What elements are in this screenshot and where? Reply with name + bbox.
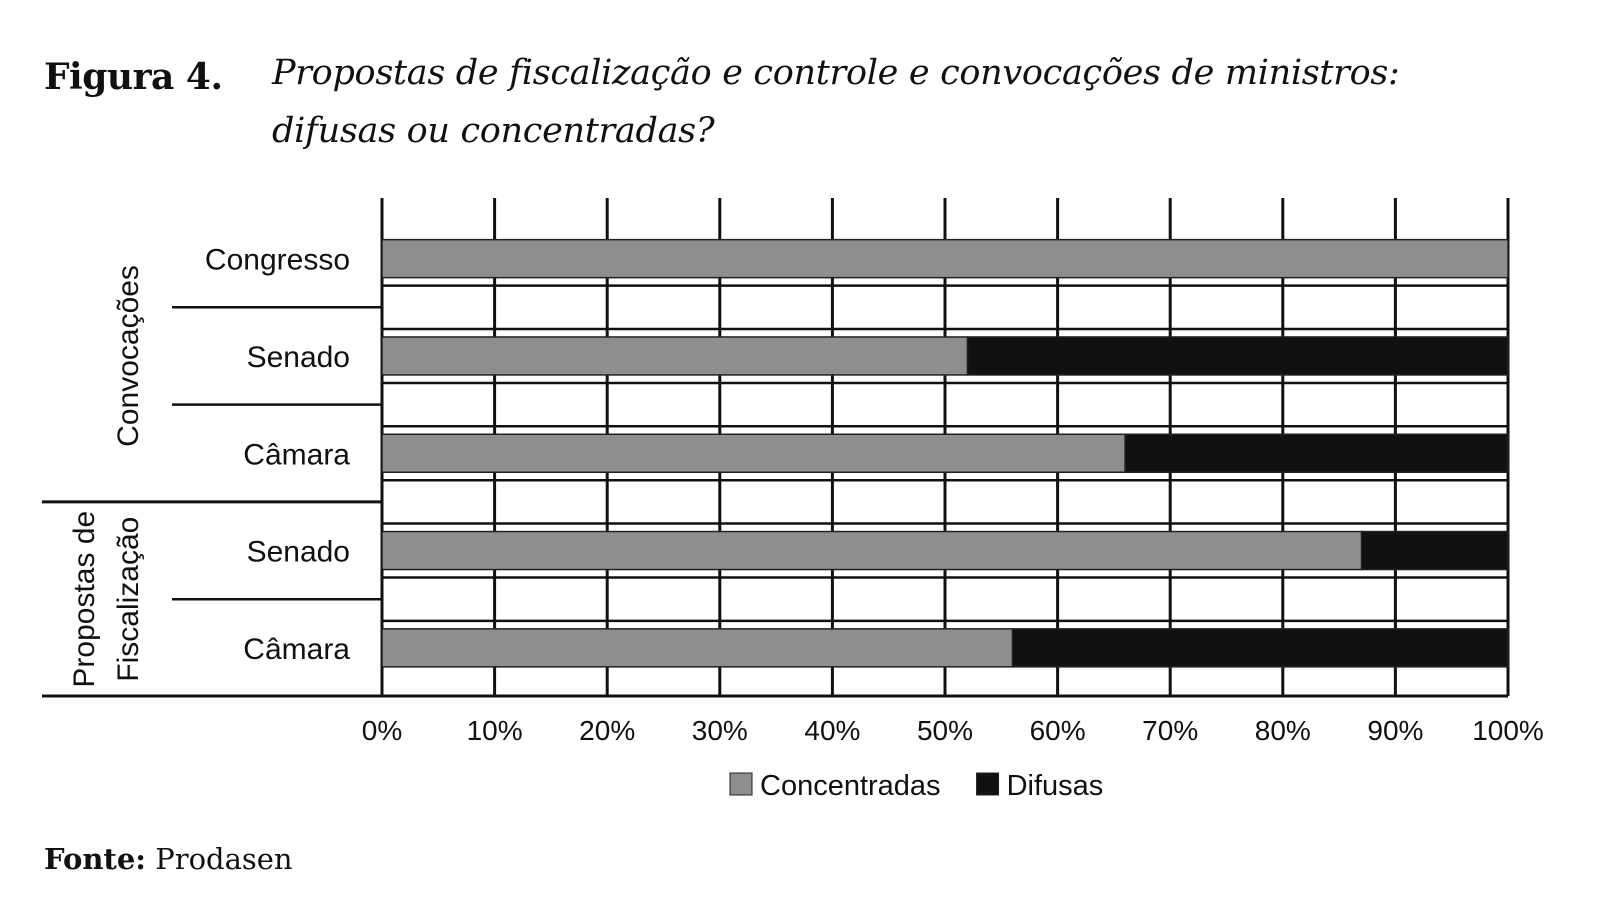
chart-legend: Concentradas Difusas — [729, 770, 1104, 802]
bar-segment-concentradas — [381, 530, 1363, 571]
figure-title-line-1: Propostas de fiscalização e controle e c… — [272, 53, 1400, 93]
figure-title: Propostas de fiscalização e controle e c… — [272, 44, 1452, 160]
bar-segment-difusas — [966, 336, 1509, 376]
legend-swatch-difusas — [976, 772, 1000, 796]
x-tick-label: 10% — [467, 715, 523, 746]
category-label: Senado — [247, 536, 350, 569]
legend-swatch-concentradas — [729, 772, 753, 796]
x-tick-label: 50% — [917, 715, 973, 746]
x-tick-label: 60% — [1030, 715, 1086, 746]
legend-label-concentradas: Concentradas — [760, 770, 941, 802]
chart-bars — [381, 238, 1509, 668]
category-label: Câmara — [243, 633, 350, 666]
x-tick-label: 80% — [1255, 715, 1311, 746]
x-tick-label: 20% — [579, 715, 635, 746]
category-label: Senado — [247, 341, 350, 374]
category-label: Congresso — [205, 244, 350, 277]
bar-segment-concentradas — [381, 336, 969, 376]
x-tick-label: 40% — [804, 715, 860, 746]
legend-label-difusas: Difusas — [1007, 770, 1104, 802]
bar-segment-concentradas — [381, 433, 1126, 473]
x-tick-label: 30% — [692, 715, 748, 746]
source-text: Prodasen — [155, 842, 293, 876]
figure-title-line-2: difusas ou concentradas? — [272, 111, 715, 151]
x-tick-label: 0% — [362, 715, 402, 746]
category-label: Câmara — [243, 438, 350, 471]
bar-segment-difusas — [1011, 628, 1509, 668]
chart-axes — [42, 306, 1508, 698]
figure-label: Figura 4. — [44, 56, 223, 98]
source-note: Fonte: Prodasen — [44, 842, 293, 876]
chart-labels: Congresso Senado Câmara Senado Câmara Convoca… — [68, 244, 1544, 746]
x-tick-label: 90% — [1367, 715, 1423, 746]
bar-segment-concentradas — [381, 238, 1509, 279]
bar-segment-concentradas — [381, 628, 1014, 668]
x-tick-label: 100% — [1472, 715, 1544, 746]
group-label: Convocações — [112, 265, 145, 447]
group-label-line-1: Propostas de — [68, 511, 101, 688]
source-label: Fonte: — [44, 842, 146, 876]
group-label-line-2: Fiscalização — [112, 517, 145, 682]
bar-segment-difusas — [1124, 433, 1509, 473]
bar-segment-difusas — [1360, 530, 1509, 571]
x-tick-label: 70% — [1142, 715, 1198, 746]
